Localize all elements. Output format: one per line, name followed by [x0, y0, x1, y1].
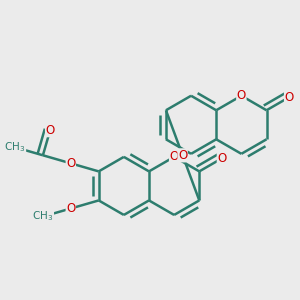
- Text: CH$_3$: CH$_3$: [4, 140, 26, 154]
- Text: O: O: [237, 89, 246, 102]
- Text: O: O: [284, 91, 294, 104]
- Text: CH$_3$: CH$_3$: [32, 210, 53, 224]
- Text: O: O: [46, 124, 55, 137]
- Text: O: O: [169, 150, 179, 164]
- Text: O: O: [217, 152, 226, 165]
- Text: O: O: [178, 149, 187, 162]
- Text: O: O: [66, 157, 75, 170]
- Text: O: O: [66, 202, 75, 215]
